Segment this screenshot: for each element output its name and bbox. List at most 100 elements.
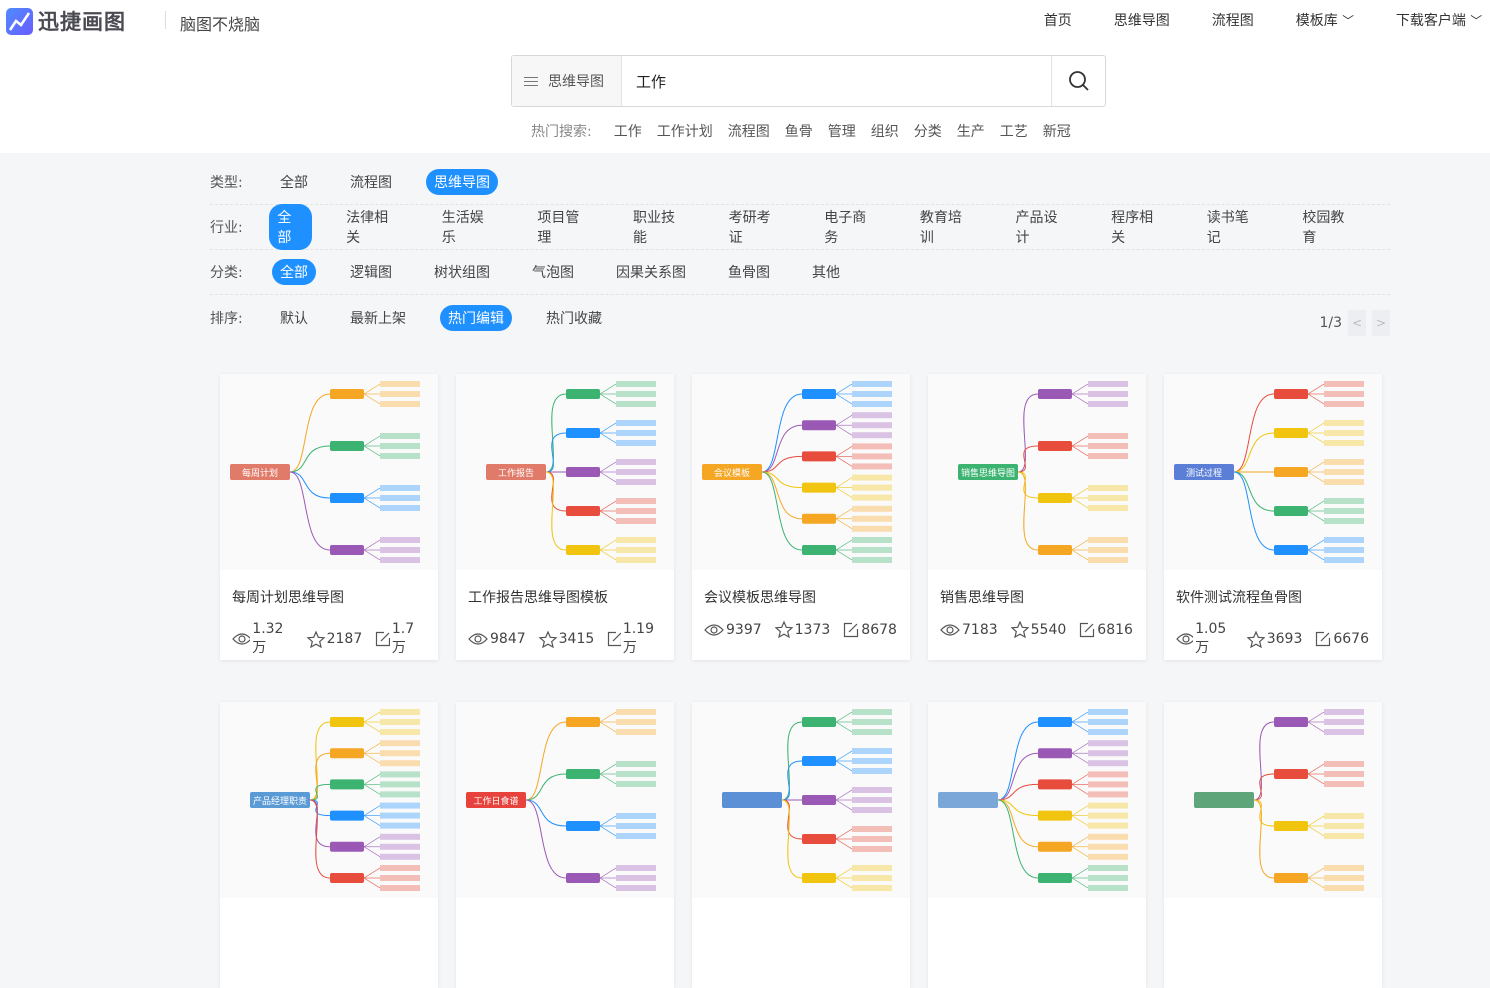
hot-keyword[interactable]: 生产 — [956, 124, 985, 140]
leaf-node — [1088, 495, 1128, 501]
filter-option[interactable]: 全部 — [280, 175, 308, 191]
template-card[interactable]: 测试过程 软件测试流程鱼骨图 1.05万 3693 6676 — [1164, 374, 1382, 660]
hot-keyword[interactable]: 分类 — [913, 124, 942, 140]
branch-node — [330, 441, 364, 451]
filter-option[interactable]: 最新上架 — [350, 310, 406, 327]
card-thumbnail[interactable]: 每周计划 — [220, 374, 438, 570]
card-thumbnail[interactable] — [928, 702, 1146, 898]
card-title[interactable]: 销售思维导图 — [940, 590, 1024, 606]
menu-icon — [524, 76, 538, 86]
leaf-node — [1324, 885, 1364, 891]
branch-line — [289, 393, 331, 473]
filter-option[interactable]: 热门编辑 — [440, 304, 512, 331]
leaf-node — [1088, 822, 1128, 829]
hot-keyword[interactable]: 组织 — [870, 124, 899, 140]
logo[interactable]: 迅捷画图 — [6, 6, 126, 36]
card-thumbnail[interactable] — [1164, 702, 1382, 898]
filter-option[interactable]: 全部 — [272, 259, 316, 285]
branch-line — [289, 445, 331, 473]
root-node — [958, 464, 1018, 480]
branch-line — [1233, 432, 1275, 473]
filter-option[interactable]: 全部 — [269, 204, 313, 250]
leaf-node — [852, 505, 892, 512]
root-node-label: 工作日食谱 — [473, 795, 518, 807]
chevron-down-icon: ﹀ — [1342, 14, 1354, 28]
branch-line — [1253, 721, 1275, 801]
filter-option[interactable]: 考研考证 — [728, 210, 771, 246]
card-thumbnail[interactable]: 会议模板 — [692, 374, 910, 570]
card-thumbnail[interactable]: 工作报告 — [456, 374, 674, 570]
card-title[interactable]: 会议模板思维导图 — [704, 590, 816, 606]
filter-option[interactable]: 气泡图 — [532, 265, 574, 281]
leaf-node — [616, 865, 656, 871]
favorites-count[interactable]: 3415 — [538, 621, 594, 657]
template-card[interactable] — [1164, 702, 1382, 988]
branch-node — [330, 493, 364, 503]
nav-flowchart[interactable]: 流程图 — [1211, 13, 1254, 29]
template-card[interactable]: 每周计划 每周计划思维导图 1.32万 2187 1.7万 — [220, 374, 438, 660]
filter-option[interactable]: 法律相关 — [346, 210, 389, 246]
filter-option[interactable]: 读书笔记 — [1206, 210, 1249, 246]
filter-option[interactable]: 教育培训 — [919, 210, 962, 246]
filter-row: 类型: 全部 流程图 思维导图 — [210, 160, 1390, 205]
template-card[interactable] — [928, 702, 1146, 988]
filter-option[interactable]: 职业技能 — [633, 210, 676, 246]
search-type-select[interactable]: 思维导图 — [512, 56, 622, 106]
card-thumbnail[interactable] — [692, 702, 910, 898]
filter-option[interactable]: 鱼骨图 — [728, 265, 770, 281]
hot-keyword[interactable]: 工作 — [613, 124, 642, 140]
template-card[interactable]: 销售思维导图 销售思维导图 7183 5540 6816 — [928, 374, 1146, 660]
favorites-count[interactable]: 1373 — [774, 621, 830, 638]
hot-keyword[interactable]: 鱼骨 — [784, 124, 813, 140]
hot-keyword[interactable]: 工作计划 — [656, 124, 713, 140]
favorites-count[interactable]: 2187 — [306, 621, 362, 657]
leaf-node — [1324, 459, 1364, 465]
search-button[interactable] — [1051, 56, 1105, 106]
template-card[interactable]: 工作报告 工作报告思维导图模板 9847 3415 1.19万 — [456, 374, 674, 660]
filter-option[interactable]: 默认 — [280, 310, 308, 327]
filter-option[interactable]: 产品设计 — [1015, 210, 1058, 246]
card-thumbnail[interactable]: 工作日食谱 — [456, 702, 674, 898]
template-card[interactable] — [692, 702, 910, 988]
template-card[interactable]: 工作日食谱 — [456, 702, 674, 988]
favorites-count[interactable]: 3693 — [1246, 621, 1302, 657]
leaf-node — [1088, 709, 1128, 715]
card-thumbnail[interactable]: 销售思维导图 — [928, 374, 1146, 570]
leaf-node — [852, 709, 892, 715]
nav-download[interactable]: 下载客户端 ﹀ — [1396, 10, 1482, 30]
card-title[interactable]: 工作报告思维导图模板 — [468, 590, 608, 606]
filter-option[interactable]: 项目管理 — [537, 210, 580, 246]
filter-option[interactable]: 生活娱乐 — [441, 210, 484, 246]
branch-node — [802, 513, 836, 524]
favorites-count[interactable]: 5540 — [1010, 621, 1066, 638]
leaf-node — [852, 525, 892, 532]
nav-templates[interactable]: 模板库 ﹀ — [1296, 10, 1354, 30]
filter-option[interactable]: 树状组图 — [434, 265, 490, 281]
filter-option[interactable]: 因果关系图 — [616, 265, 686, 281]
card-thumbnail[interactable]: 测试过程 — [1164, 374, 1382, 570]
nav-mindmap[interactable]: 思维导图 — [1113, 13, 1170, 29]
filter-option[interactable]: 程序相关 — [1111, 210, 1154, 246]
hot-keyword[interactable]: 工艺 — [999, 124, 1028, 140]
next-page-button[interactable]: > — [1372, 310, 1390, 336]
hot-keyword[interactable]: 新冠 — [1042, 124, 1071, 140]
filter-option[interactable]: 思维导图 — [426, 169, 498, 195]
leaf-node — [380, 885, 420, 891]
filter-option[interactable]: 逻辑图 — [350, 265, 392, 281]
prev-page-button[interactable]: < — [1348, 310, 1366, 336]
card-title[interactable]: 每周计划思维导图 — [232, 590, 344, 606]
card-title[interactable]: 软件测试流程鱼骨图 — [1176, 590, 1302, 606]
filter-option[interactable]: 流程图 — [350, 175, 392, 191]
search-input[interactable] — [622, 56, 1051, 106]
filter-option[interactable]: 热门收藏 — [546, 310, 602, 327]
filter-option[interactable]: 校园教育 — [1302, 210, 1345, 246]
template-card[interactable]: 产品经理职责 — [220, 702, 438, 988]
hot-keyword[interactable]: 管理 — [827, 124, 856, 140]
template-card[interactable]: 会议模板 会议模板思维导图 9397 1373 8678 — [692, 374, 910, 660]
hot-search: 热门搜索: 工作 工作计划 流程图 鱼骨 管理 组织 分类 生产 工艺 新冠 — [531, 121, 1086, 141]
hot-keyword[interactable]: 流程图 — [727, 124, 770, 140]
card-thumbnail[interactable]: 产品经理职责 — [220, 702, 438, 898]
filter-option[interactable]: 其他 — [812, 265, 840, 281]
nav-home[interactable]: 首页 — [1043, 13, 1072, 29]
filter-option[interactable]: 电子商务 — [824, 210, 867, 246]
